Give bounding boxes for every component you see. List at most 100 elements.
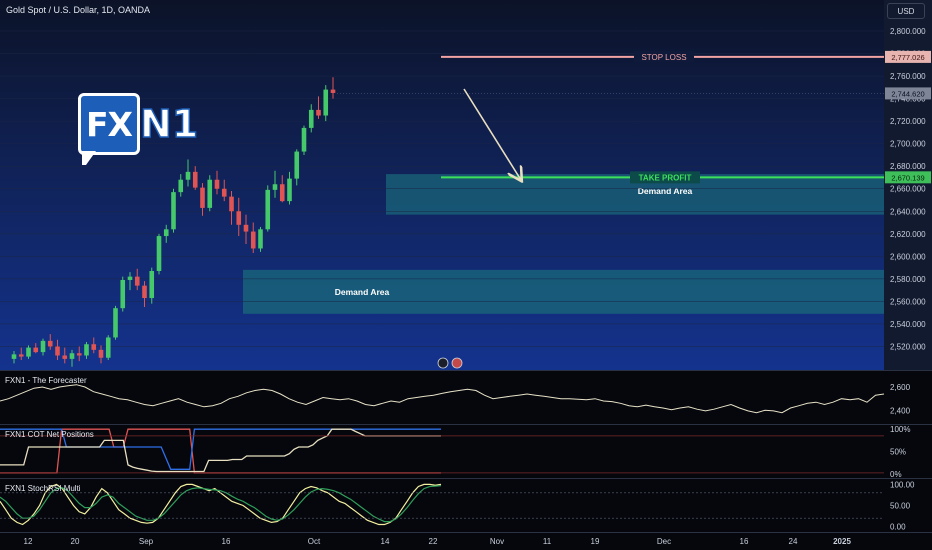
price-tick-label: 2,620.000 [890, 230, 926, 239]
time-tick-label: 12 [24, 537, 33, 546]
economic-event-icon[interactable] [451, 357, 463, 369]
cot-tick-label: 50% [890, 448, 906, 457]
candle[interactable] [26, 347, 31, 357]
candle[interactable] [120, 280, 126, 309]
price-tick-label: 2,700.000 [890, 140, 926, 149]
time-tick-label: 14 [381, 537, 390, 546]
stop-loss-price-label: 2,777.026 [891, 53, 924, 62]
candle[interactable] [84, 344, 89, 356]
candle[interactable] [185, 171, 191, 180]
stoch-tick-label: 100.00 [890, 480, 915, 489]
price-tick-label: 2,760.000 [890, 72, 926, 81]
stop-loss-price-tag [885, 50, 931, 63]
stoch-pane-title[interactable]: FXN1 StochRSI Multi [5, 484, 81, 493]
candle[interactable] [163, 229, 169, 237]
candle[interactable] [55, 346, 60, 356]
stop-loss-label-bg [634, 50, 694, 63]
take-profit-label-bg [630, 171, 700, 184]
time-tick-label: 22 [429, 537, 438, 546]
candle[interactable] [134, 276, 140, 286]
candle[interactable] [105, 337, 111, 358]
cot-pane-bg [0, 425, 884, 478]
time-tick-label: Sep [139, 537, 154, 546]
candle[interactable] [243, 224, 249, 232]
candle[interactable] [18, 354, 24, 357]
candle[interactable] [69, 353, 75, 359]
last-price-label: 2,744.620 [891, 89, 924, 98]
price-tick-label: 2,640.000 [890, 207, 926, 216]
candle[interactable] [308, 109, 314, 128]
projection-arrow[interactable] [463, 88, 521, 180]
price-tick-label: 2,720.000 [890, 117, 926, 126]
candle[interactable] [330, 89, 336, 93]
candle[interactable] [113, 308, 118, 338]
forecaster-tick-label: 2,600 [890, 383, 911, 392]
currency-button[interactable]: USD [887, 3, 925, 19]
candle[interactable] [236, 211, 242, 225]
candle[interactable] [76, 353, 82, 356]
time-tick-label: Dec [657, 537, 671, 546]
price-tick-label: 2,600.000 [890, 252, 926, 261]
stoch-tick-label: 50.00 [890, 502, 911, 511]
price-tick-label: 2,680.000 [890, 162, 926, 171]
candle[interactable] [91, 344, 97, 350]
demand-zone[interactable] [243, 269, 884, 314]
price-tick-label: 2,800.000 [890, 27, 926, 36]
candle[interactable] [316, 109, 321, 116]
candle[interactable] [171, 192, 176, 230]
candle[interactable] [47, 340, 53, 347]
candle[interactable] [33, 347, 39, 353]
last-price-tag [885, 87, 931, 100]
candle[interactable] [192, 171, 198, 188]
price-tick-label: 2,520.000 [890, 342, 926, 351]
logo-badge: FX [78, 93, 140, 155]
candle[interactable] [127, 276, 133, 281]
stoch-tick-label: 0.00 [890, 523, 906, 532]
candle[interactable] [279, 184, 285, 202]
time-tick-label: 20 [71, 537, 80, 546]
time-tick-label: 16 [222, 537, 231, 546]
candle[interactable] [323, 89, 329, 116]
candle[interactable] [214, 179, 220, 189]
candle[interactable] [142, 285, 147, 299]
take-profit-label: TAKE PROFIT [639, 173, 692, 182]
time-tick-label: 16 [740, 537, 749, 546]
candle[interactable] [98, 349, 104, 358]
cot-pane-title[interactable]: FXN1 COT Net Positions [5, 430, 94, 439]
candle[interactable] [221, 188, 227, 197]
event-icons[interactable] [437, 357, 463, 369]
forecaster-pane-bg [0, 371, 884, 424]
flag-event-icon[interactable] [437, 357, 449, 369]
candle[interactable] [149, 270, 155, 299]
candle[interactable] [301, 127, 307, 152]
candle[interactable] [178, 179, 184, 193]
time-axis-bg [0, 532, 932, 550]
forecaster-series-line[interactable] [0, 384, 885, 414]
candle[interactable] [11, 354, 17, 359]
candle[interactable] [229, 196, 234, 212]
demand-zone-label: Demand Area [638, 186, 693, 196]
candle[interactable] [200, 187, 205, 208]
fxn1-logo: FX N1 [78, 93, 210, 175]
candle[interactable] [258, 229, 263, 249]
candle[interactable] [40, 340, 46, 353]
candle[interactable] [207, 179, 213, 208]
candle[interactable] [294, 151, 300, 179]
forecaster-tick-label: 2,400 [890, 406, 911, 415]
candle[interactable] [250, 231, 256, 249]
time-tick-label: Nov [490, 537, 504, 546]
candle[interactable] [156, 236, 162, 271]
cot-tick-label: 100% [890, 425, 910, 434]
take-profit-price-tag [885, 171, 931, 184]
candle[interactable] [287, 178, 292, 202]
demand-zone-label: Demand Area [335, 287, 390, 297]
price-tick-label: 2,560.000 [890, 297, 926, 306]
logo-text-fx: FX [86, 104, 133, 144]
candle[interactable] [272, 184, 278, 190]
forecaster-pane-title[interactable]: FXN1 - The Forecaster [5, 376, 87, 385]
candle[interactable] [62, 355, 68, 359]
stoch-series-line[interactable] [0, 485, 442, 523]
candle[interactable] [265, 189, 271, 230]
take-profit-price-label: 2,670.139 [891, 173, 924, 182]
